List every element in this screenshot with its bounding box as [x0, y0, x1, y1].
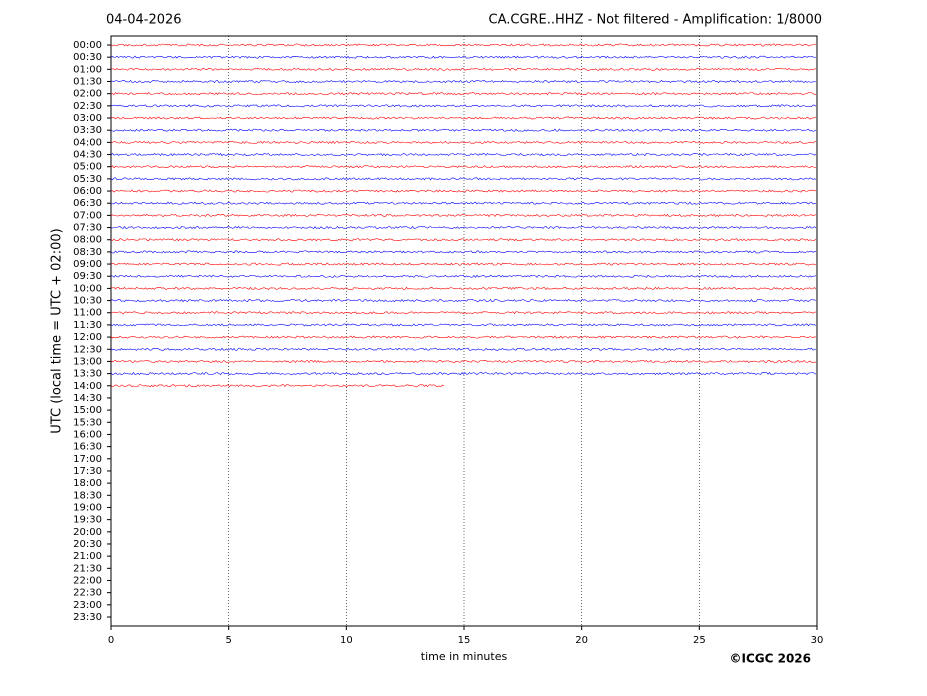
y-tick-label: 23:30: [73, 612, 102, 623]
trace: [110, 189, 817, 193]
trace: [110, 165, 817, 169]
y-tick-label: 11:00: [73, 308, 102, 319]
y-tick-label: 03:00: [73, 113, 102, 124]
y-tick-label: 23:00: [73, 600, 102, 611]
trace: [110, 347, 817, 351]
trace: [110, 55, 817, 59]
y-tick-label: 21:30: [73, 563, 102, 574]
trace: [110, 128, 817, 132]
y-tick-label: 00:30: [73, 52, 102, 63]
y-tick-label: 20:30: [73, 539, 102, 550]
y-tick-label: 16:30: [73, 442, 102, 453]
trace: [110, 299, 817, 303]
y-tick-label: 22:30: [73, 588, 102, 599]
y-tick-label: 02:30: [73, 101, 102, 112]
trace: [110, 359, 817, 364]
y-tick-label: 21:00: [73, 551, 102, 562]
y-tick-label: 09:30: [73, 271, 102, 282]
trace: [110, 262, 817, 266]
x-tick-label: 5: [225, 635, 231, 646]
trace: [110, 116, 817, 120]
x-tick-label: 25: [693, 635, 706, 646]
y-tick-label: 12:00: [73, 332, 102, 343]
y-tick-label: 04:30: [73, 150, 102, 161]
y-tick-label: 01:30: [73, 77, 102, 88]
trace: [110, 201, 817, 205]
trace: [110, 140, 817, 144]
trace: [110, 104, 817, 108]
y-tick-label: 07:30: [73, 223, 102, 234]
y-tick-label: 11:30: [73, 320, 102, 331]
x-tick-label: 30: [811, 635, 824, 646]
trace: [110, 43, 817, 47]
x-tick-label: 0: [108, 635, 114, 646]
trace: [110, 372, 817, 376]
y-tick-label: 06:00: [73, 186, 102, 197]
y-tick-label: 00:00: [73, 40, 102, 51]
y-tick-label: 22:00: [73, 575, 102, 586]
trace: [110, 67, 817, 71]
y-tick-label: 17:00: [73, 454, 102, 465]
y-tick-label: 09:00: [73, 259, 102, 270]
trace: [110, 250, 817, 254]
y-tick-label: 17:30: [73, 466, 102, 477]
trace: [110, 226, 817, 230]
y-tick-label: 05:00: [73, 162, 102, 173]
y-tick-label: 14:30: [73, 393, 102, 404]
x-tick-label: 10: [340, 635, 353, 646]
y-tick-label: 15:00: [73, 405, 102, 416]
trace: [110, 384, 445, 388]
y-tick-label: 13:00: [73, 356, 102, 367]
trace: [110, 335, 817, 339]
trace: [110, 311, 817, 315]
y-tick-label: 08:30: [73, 247, 102, 258]
y-tick-label: 18:30: [73, 490, 102, 501]
y-tick-label: 16:00: [73, 429, 102, 440]
y-tick-label: 06:30: [73, 198, 102, 209]
y-tick-label: 10:00: [73, 283, 102, 294]
x-axis-label: time in minutes: [421, 650, 508, 663]
trace: [110, 286, 817, 290]
y-tick-label: 10:30: [73, 296, 102, 307]
y-tick-label: 08:00: [73, 235, 102, 246]
y-tick-label: 15:30: [73, 417, 102, 428]
trace: [110, 238, 817, 242]
x-tick-label: 20: [575, 635, 588, 646]
y-tick-label: 03:30: [73, 125, 102, 136]
y-tick-label: 04:00: [73, 137, 102, 148]
y-tick-label: 12:30: [73, 344, 102, 355]
y-axis-label: UTC (local time = UTC + 02:00): [50, 228, 65, 433]
trace: [110, 177, 817, 181]
y-tick-label: 20:00: [73, 527, 102, 538]
y-tick-label: 19:00: [73, 502, 102, 513]
y-tick-label: 02:00: [73, 89, 102, 100]
trace: [110, 274, 817, 278]
y-tick-label: 07:00: [73, 210, 102, 221]
copyright: ©ICGC 2026: [729, 652, 811, 666]
y-tick-label: 01:00: [73, 64, 102, 75]
y-tick-label: 05:30: [73, 174, 102, 185]
trace: [110, 92, 817, 96]
trace: [110, 323, 817, 327]
trace: [110, 79, 817, 83]
chart-title: CA.CGRE..HHZ - Not filtered - Amplificat…: [489, 13, 823, 28]
trace: [110, 213, 817, 217]
y-tick-label: 18:00: [73, 478, 102, 489]
trace: [110, 152, 817, 157]
date: 04-04-2026: [106, 13, 182, 28]
x-tick-label: 15: [458, 635, 471, 646]
y-tick-label: 19:30: [73, 515, 102, 526]
y-tick-label: 14:00: [73, 381, 102, 392]
y-tick-label: 13:30: [73, 369, 102, 380]
